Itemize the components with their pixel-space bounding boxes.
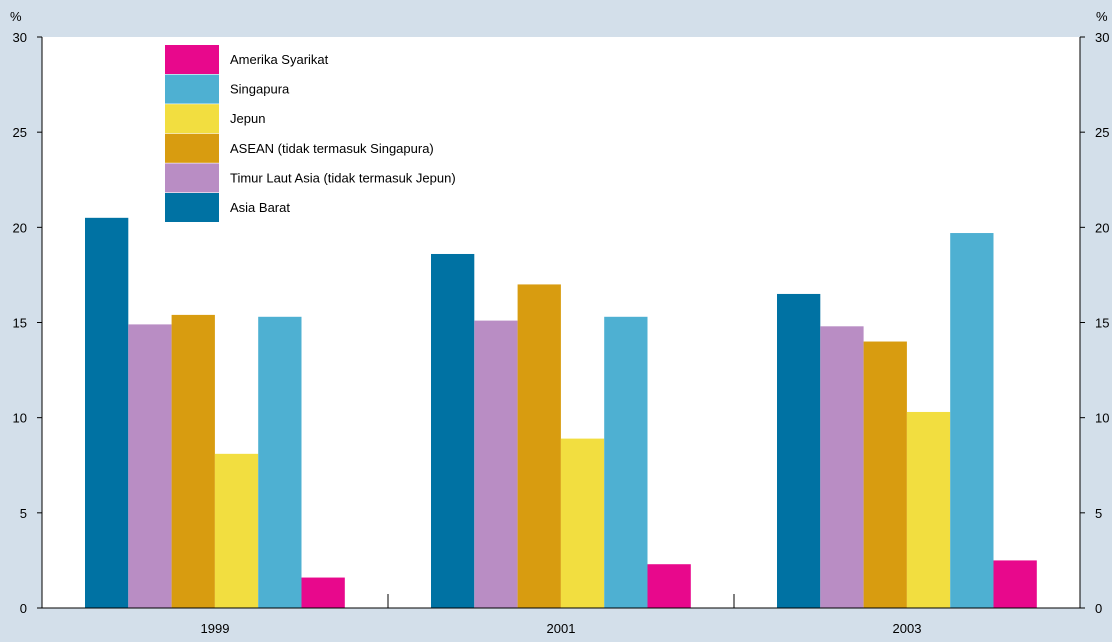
- bar-timur-laut-asia-tidak-termasuk-jepun-1999: [128, 324, 172, 608]
- bar-singapura-1999: [258, 316, 302, 608]
- bar-jepun-2001: [560, 438, 605, 608]
- legend-swatch-timur-laut-asia-tidak-termasuk-jepun: [165, 163, 219, 193]
- y-tick-label-left: 0: [20, 601, 27, 616]
- legend-label-singapura: Singapura: [230, 82, 290, 97]
- x-tick-label-1999: 1999: [201, 621, 230, 636]
- y-tick-label-left: 30: [13, 30, 27, 45]
- bar-amerika-syarikat-2001: [647, 564, 691, 608]
- legend-label-asean-tidak-termasuk-singapura: ASEAN (tidak termasuk Singapura): [230, 141, 434, 156]
- bar-jepun-2003: [906, 411, 951, 608]
- legend-label-timur-laut-asia-tidak-termasuk-jepun: Timur Laut Asia (tidak termasuk Jepun): [230, 170, 456, 185]
- y-tick-label-right: 30: [1095, 30, 1109, 45]
- bar-singapura-2001: [604, 316, 648, 608]
- bar-jepun-1999: [214, 453, 259, 608]
- y-tick-label-right: 15: [1095, 316, 1109, 331]
- bar-timur-laut-asia-tidak-termasuk-jepun-2003: [820, 326, 864, 608]
- y-tick-label-left: 10: [13, 411, 27, 426]
- y-tick-label-left: 25: [13, 125, 27, 140]
- y-axis-label-right: %: [1096, 9, 1108, 24]
- legend-label-amerika-syarikat: Amerika Syarikat: [230, 52, 329, 67]
- bar-singapura-2003: [950, 233, 994, 609]
- legend-swatch-jepun: [165, 104, 219, 134]
- bar-asia-barat-2003: [777, 293, 821, 608]
- legend-label-asia-barat: Asia Barat: [230, 200, 290, 215]
- y-tick-label-right: 25: [1095, 125, 1109, 140]
- legend-swatch-amerika-syarikat: [165, 45, 219, 74]
- legend: Amerika Syarikat Singapura Jepun ASEAN (tid…: [165, 45, 456, 222]
- bar-asia-barat-1999: [85, 217, 129, 608]
- legend-swatch-asia-barat: [165, 193, 219, 222]
- bar-asia-barat-2001: [431, 253, 475, 609]
- y-tick-label-right: 10: [1095, 411, 1109, 426]
- bar-amerika-syarikat-1999: [301, 577, 345, 608]
- y-tick-label-left: 20: [13, 220, 27, 235]
- bar-asean-tidak-termasuk-singapura-1999: [171, 314, 215, 608]
- legend-label-jepun: Jepun: [230, 111, 265, 126]
- axes: 0 0 5 5 10 10 15 15 20 20 25 25 30 30 1999 2001 2003: [13, 30, 1110, 636]
- y-tick-label-left: 5: [20, 506, 27, 521]
- bar-asean-tidak-termasuk-singapura-2001: [517, 284, 561, 608]
- legend-swatch-singapura: [165, 74, 219, 104]
- y-tick-label-right: 0: [1095, 601, 1102, 616]
- y-tick-label-right: 20: [1095, 220, 1109, 235]
- bar-amerika-syarikat-2003: [993, 560, 1037, 608]
- legend-swatch-asean-tidak-termasuk-singapura: [165, 133, 219, 163]
- y-axis-label-left: %: [10, 9, 22, 24]
- x-tick-label-2003: 2003: [893, 621, 922, 636]
- y-tick-label-left: 15: [13, 316, 27, 331]
- y-tick-label-right: 5: [1095, 506, 1102, 521]
- bar-asean-tidak-termasuk-singapura-2003: [863, 341, 907, 608]
- x-tick-label-2001: 2001: [547, 621, 576, 636]
- bars: [85, 217, 1037, 609]
- bar-timur-laut-asia-tidak-termasuk-jepun-2001: [474, 320, 518, 608]
